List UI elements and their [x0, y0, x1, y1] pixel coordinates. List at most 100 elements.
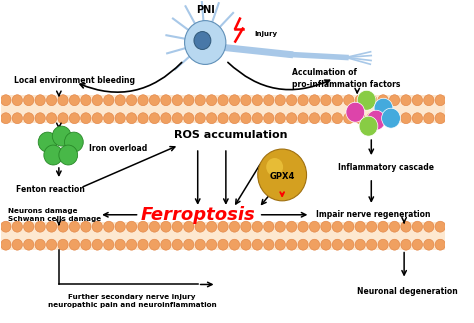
Text: ROS accumulation: ROS accumulation — [174, 130, 288, 140]
Text: PNI: PNI — [196, 5, 215, 15]
Circle shape — [92, 221, 102, 232]
Circle shape — [378, 95, 388, 106]
Circle shape — [69, 113, 80, 124]
Circle shape — [149, 239, 160, 250]
Circle shape — [286, 239, 297, 250]
Circle shape — [366, 239, 377, 250]
Circle shape — [366, 110, 385, 130]
Circle shape — [44, 145, 63, 165]
Circle shape — [207, 239, 217, 250]
Circle shape — [378, 239, 388, 250]
Circle shape — [127, 239, 137, 250]
Circle shape — [286, 95, 297, 106]
Circle shape — [161, 113, 171, 124]
Circle shape — [435, 95, 446, 106]
Text: Fenton reaction: Fenton reaction — [16, 185, 84, 194]
Text: Neuronal degeneration: Neuronal degeneration — [357, 287, 458, 296]
Circle shape — [138, 95, 148, 106]
Circle shape — [412, 95, 422, 106]
Circle shape — [138, 221, 148, 232]
Circle shape — [24, 221, 34, 232]
Circle shape — [286, 113, 297, 124]
Circle shape — [161, 221, 171, 232]
Circle shape — [24, 95, 34, 106]
Text: Further secondary nerve injury
neuropathic pain and neuroinflammation: Further secondary nerve injury neuropath… — [48, 294, 217, 308]
Circle shape — [92, 113, 102, 124]
Circle shape — [138, 239, 148, 250]
Circle shape — [81, 95, 91, 106]
Circle shape — [195, 113, 205, 124]
Circle shape — [35, 113, 46, 124]
Circle shape — [38, 132, 57, 152]
Circle shape — [183, 95, 194, 106]
Circle shape — [389, 239, 400, 250]
Text: Injury: Injury — [254, 31, 277, 36]
Circle shape — [412, 239, 422, 250]
Circle shape — [252, 95, 263, 106]
Circle shape — [115, 113, 125, 124]
Circle shape — [58, 113, 68, 124]
Circle shape — [194, 32, 211, 49]
Text: Inflammatory cascade: Inflammatory cascade — [338, 163, 435, 172]
Circle shape — [0, 221, 11, 232]
Circle shape — [12, 221, 22, 232]
Circle shape — [252, 113, 263, 124]
Circle shape — [346, 102, 365, 122]
Bar — [0, 222, 446, 250]
Circle shape — [161, 95, 171, 106]
Circle shape — [218, 113, 228, 124]
Circle shape — [229, 113, 240, 124]
Circle shape — [127, 95, 137, 106]
Circle shape — [359, 116, 378, 136]
Circle shape — [12, 113, 22, 124]
Circle shape — [35, 239, 46, 250]
Circle shape — [172, 113, 182, 124]
Circle shape — [58, 95, 68, 106]
Circle shape — [298, 239, 308, 250]
Circle shape — [81, 239, 91, 250]
Circle shape — [115, 95, 125, 106]
Circle shape — [389, 221, 400, 232]
Circle shape — [424, 221, 434, 232]
Circle shape — [218, 239, 228, 250]
Circle shape — [241, 113, 251, 124]
Circle shape — [104, 239, 114, 250]
Circle shape — [35, 221, 46, 232]
Circle shape — [69, 95, 80, 106]
Circle shape — [172, 95, 182, 106]
Circle shape — [184, 21, 226, 64]
Circle shape — [195, 95, 205, 106]
Circle shape — [92, 239, 102, 250]
Circle shape — [264, 95, 274, 106]
Circle shape — [183, 221, 194, 232]
Circle shape — [258, 149, 307, 201]
Text: Impair nerve regeneration: Impair nerve regeneration — [316, 210, 430, 219]
Circle shape — [435, 113, 446, 124]
Circle shape — [310, 95, 319, 106]
Circle shape — [366, 113, 377, 124]
Circle shape — [241, 239, 251, 250]
Circle shape — [195, 221, 205, 232]
Circle shape — [401, 221, 411, 232]
Circle shape — [229, 239, 240, 250]
Circle shape — [0, 95, 11, 106]
Circle shape — [344, 113, 354, 124]
Circle shape — [275, 239, 285, 250]
Circle shape — [321, 95, 331, 106]
Circle shape — [298, 113, 308, 124]
Circle shape — [12, 239, 22, 250]
Circle shape — [332, 221, 343, 232]
Circle shape — [104, 221, 114, 232]
Circle shape — [252, 239, 263, 250]
Circle shape — [207, 113, 217, 124]
Circle shape — [92, 95, 102, 106]
Circle shape — [424, 113, 434, 124]
Circle shape — [374, 98, 393, 118]
Circle shape — [149, 113, 160, 124]
Circle shape — [172, 239, 182, 250]
Circle shape — [355, 221, 365, 232]
Circle shape — [389, 95, 400, 106]
Circle shape — [412, 113, 422, 124]
Circle shape — [149, 221, 160, 232]
Circle shape — [264, 113, 274, 124]
